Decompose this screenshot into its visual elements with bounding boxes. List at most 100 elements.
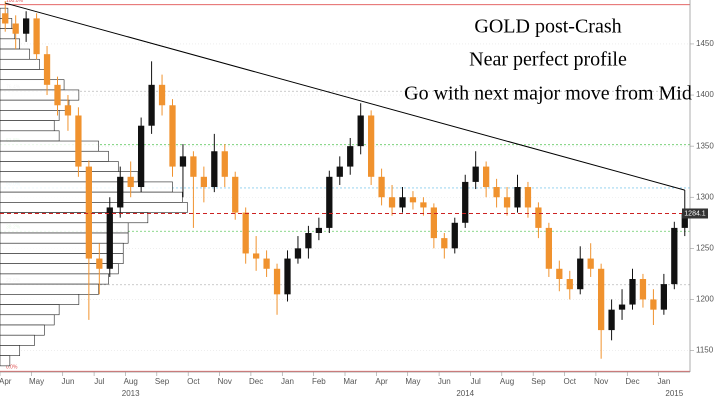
candle-body bbox=[253, 253, 260, 259]
candle-body bbox=[305, 233, 312, 249]
candle-body bbox=[671, 227, 678, 285]
profile-bar bbox=[0, 110, 60, 121]
fib-label: 0.0% bbox=[6, 365, 18, 371]
candle-body bbox=[284, 258, 291, 295]
fib-label: 100.0% bbox=[6, 0, 24, 4]
x-tick-label: Dec bbox=[249, 377, 263, 386]
candle-body bbox=[618, 304, 626, 310]
x-tick-label: May bbox=[29, 377, 44, 386]
candle-body bbox=[420, 202, 427, 208]
candle-body bbox=[190, 156, 197, 177]
plot: 100.0%76.4%61.8%50.0%38.2%23.6%0.0% bbox=[0, 0, 694, 376]
candle-body bbox=[85, 166, 92, 259]
candle-body bbox=[169, 105, 176, 167]
x-tick-label: Jan bbox=[657, 377, 670, 386]
candle-body bbox=[368, 115, 375, 177]
candle-body bbox=[96, 258, 103, 269]
candle-body bbox=[556, 268, 563, 279]
x-tick-label: Jan bbox=[281, 377, 294, 386]
y-tick-label: 1250 bbox=[696, 243, 714, 252]
candle-body bbox=[566, 279, 573, 290]
candle-body bbox=[294, 248, 302, 259]
candle-body bbox=[462, 181, 469, 223]
candle-body bbox=[503, 197, 511, 208]
profile-bar bbox=[0, 324, 45, 336]
profile-bar bbox=[0, 253, 124, 264]
last-price-box bbox=[682, 208, 708, 219]
x-tick-label: Oct bbox=[564, 377, 577, 386]
candle-body bbox=[629, 279, 636, 305]
candle-body bbox=[472, 166, 479, 182]
y-tick-label: 1450 bbox=[696, 39, 714, 48]
y-tick-label: 1350 bbox=[696, 141, 714, 150]
candle-body bbox=[681, 213, 688, 228]
profile-bar bbox=[0, 273, 109, 285]
candle-body bbox=[608, 309, 615, 331]
candle-body bbox=[54, 84, 61, 106]
x-tick-label: Oct bbox=[187, 377, 200, 386]
candle-body bbox=[211, 151, 218, 188]
profile-bar bbox=[0, 212, 149, 224]
candle-body bbox=[23, 18, 30, 34]
candle-body bbox=[493, 187, 500, 198]
profile-bar bbox=[0, 304, 60, 316]
x-tick-label: May bbox=[405, 377, 420, 386]
profile-bar bbox=[0, 345, 21, 356]
profile-bar bbox=[0, 355, 11, 367]
candle-body bbox=[64, 105, 72, 116]
title-line: Near perfect profile bbox=[469, 49, 627, 71]
candle-body bbox=[587, 258, 594, 269]
candle-body bbox=[399, 197, 406, 208]
candle-body bbox=[33, 18, 40, 55]
candle-body bbox=[315, 227, 322, 234]
candle-body bbox=[263, 258, 270, 269]
candle-body bbox=[639, 279, 647, 300]
candle-body bbox=[598, 268, 605, 331]
x-tick-label: Sep bbox=[531, 377, 546, 386]
profile-bar bbox=[0, 242, 124, 254]
profile-bar bbox=[0, 150, 109, 162]
candle-body bbox=[326, 176, 333, 228]
candle-body bbox=[12, 23, 19, 34]
x-tick-label: Jul bbox=[471, 377, 481, 386]
candle-body bbox=[514, 187, 521, 208]
candle-body bbox=[577, 258, 584, 290]
profile-bar bbox=[0, 140, 99, 152]
candle-body bbox=[75, 115, 82, 167]
x-tick-label: Nov bbox=[594, 377, 608, 386]
profile-bar bbox=[0, 58, 40, 70]
y-tick-label: 1150 bbox=[696, 346, 714, 355]
candle-body bbox=[409, 197, 417, 203]
y-tick-label: 1200 bbox=[696, 295, 714, 304]
candle-body bbox=[273, 268, 281, 295]
candle-body bbox=[451, 222, 458, 249]
candle-body bbox=[378, 176, 385, 198]
candle-body bbox=[43, 54, 51, 85]
candle-body bbox=[357, 115, 364, 147]
x-tick-label: Apr bbox=[0, 377, 12, 386]
x-tick-label: Apr bbox=[375, 377, 388, 386]
profile-bar bbox=[0, 294, 80, 305]
x-tick-label: Feb bbox=[312, 377, 326, 386]
profile-bar bbox=[0, 334, 35, 346]
candle-body bbox=[483, 166, 490, 188]
profile-bar bbox=[0, 130, 60, 142]
candle-body bbox=[158, 84, 166, 106]
candle-body bbox=[545, 227, 552, 269]
candle-body bbox=[117, 176, 124, 208]
profile-bar bbox=[0, 161, 119, 172]
candle-body bbox=[430, 207, 437, 239]
candle-body bbox=[221, 151, 228, 177]
x-tick-label: Jun bbox=[438, 377, 451, 386]
x-tick-label: Jun bbox=[62, 377, 75, 386]
x-tick-label: Aug bbox=[124, 377, 138, 386]
candle-body bbox=[388, 197, 396, 208]
profile-bar bbox=[0, 89, 80, 101]
x-tick-label: Dec bbox=[625, 377, 639, 386]
candle-body bbox=[660, 284, 667, 310]
candle-body bbox=[106, 207, 113, 269]
candle-body bbox=[524, 187, 532, 208]
candle-body bbox=[127, 176, 134, 188]
candle-body bbox=[200, 176, 207, 188]
